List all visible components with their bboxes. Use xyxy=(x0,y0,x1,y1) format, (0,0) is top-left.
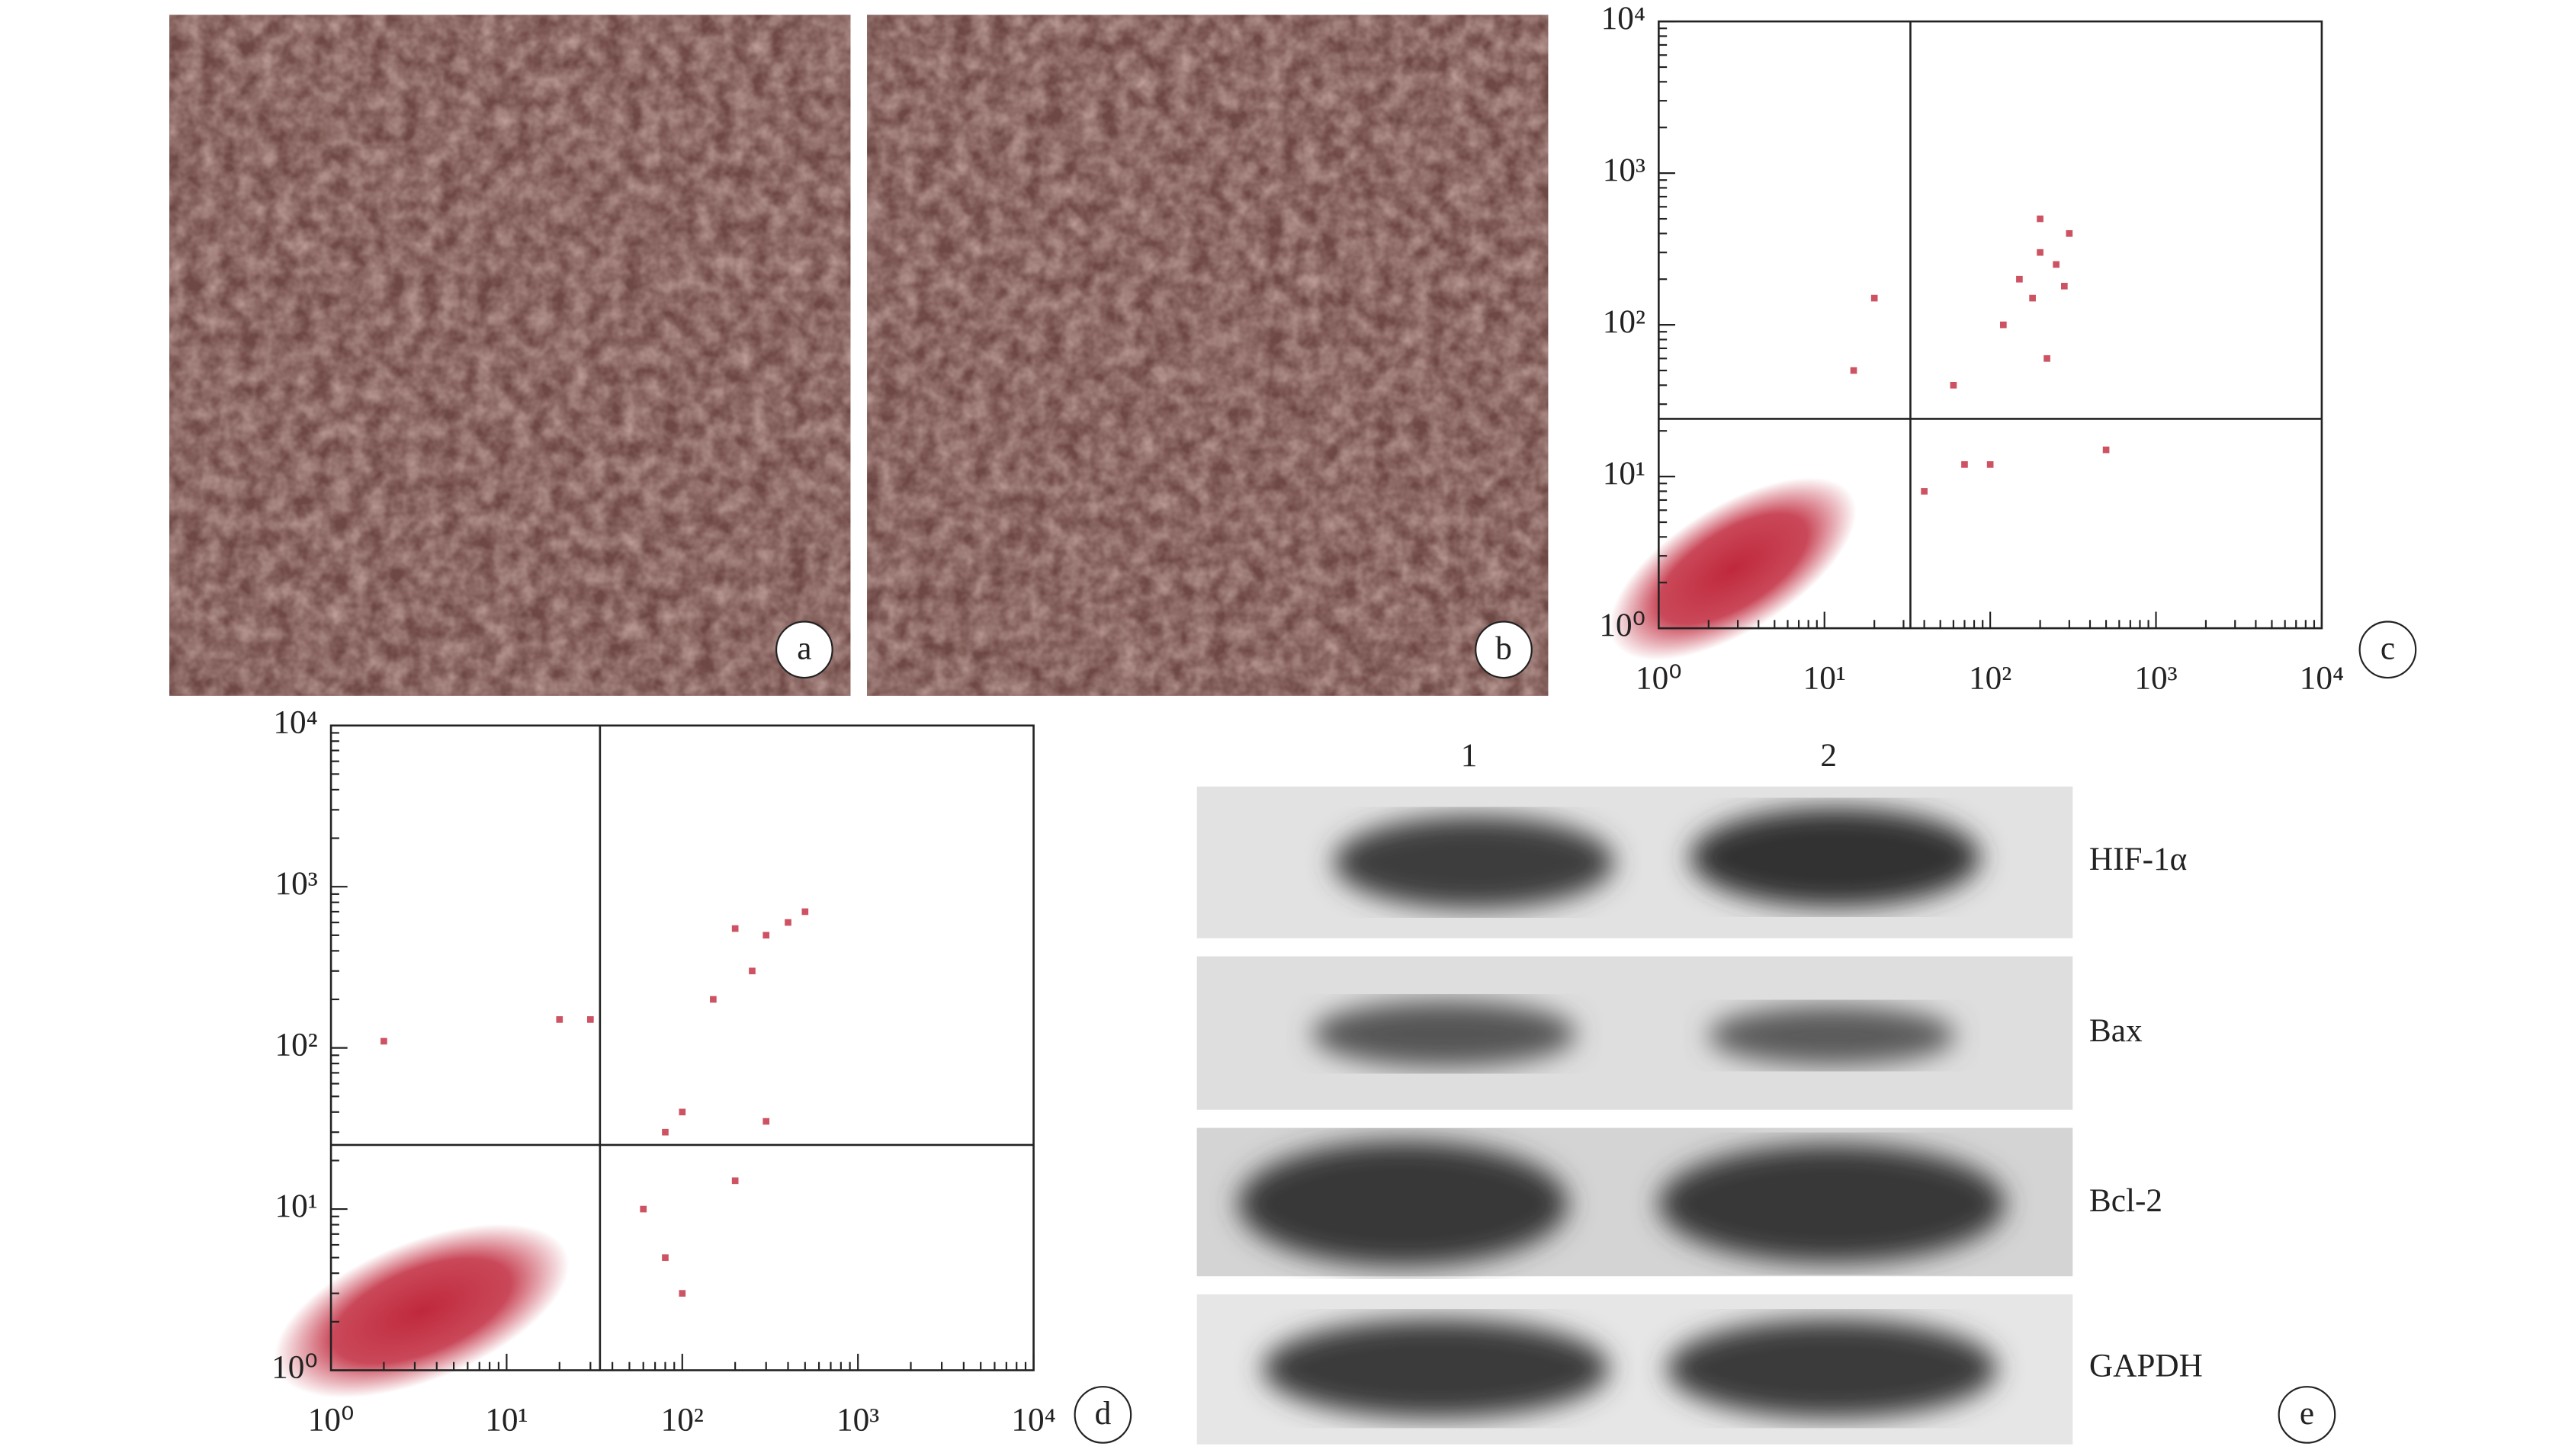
panel-label-circle xyxy=(2358,621,2417,679)
x-tick-label: 10² xyxy=(1969,659,2011,696)
event-point xyxy=(731,1177,739,1185)
event-point xyxy=(2043,354,2050,362)
x-tick-label: 10⁰ xyxy=(308,1402,355,1438)
panel-label: a xyxy=(797,630,811,666)
y-tick-label: 10⁰ xyxy=(271,1349,318,1385)
x-tick-label: 10³ xyxy=(836,1402,879,1438)
panel-label-circle xyxy=(2278,1386,2336,1444)
event-point xyxy=(2037,215,2043,223)
event-point xyxy=(587,1016,594,1023)
y-tick-label: 10¹ xyxy=(275,1188,318,1224)
x-tick-label: 10² xyxy=(661,1402,704,1438)
event-point xyxy=(1921,488,1928,495)
event-point xyxy=(2016,275,2023,283)
event-point xyxy=(640,1205,647,1213)
panel-label-circle xyxy=(1074,1386,1132,1444)
event-point xyxy=(679,1108,686,1116)
y-tick-label: 10² xyxy=(1603,303,1645,340)
x-tick-label: 10⁴ xyxy=(1011,1402,1055,1438)
micrograph-a xyxy=(169,14,851,696)
western-blot xyxy=(1196,786,2073,1445)
event-point xyxy=(2053,261,2060,268)
panel-label: c xyxy=(2381,630,2395,666)
x-tick-label: 10⁴ xyxy=(2300,659,2344,696)
event-point xyxy=(1850,367,1857,374)
lane-label: 1 xyxy=(1461,737,1478,774)
event-point xyxy=(785,919,791,926)
lane-label: 2 xyxy=(1820,737,1837,774)
y-tick-label: 10⁴ xyxy=(273,704,317,741)
protein-label: HIF-1α xyxy=(2089,841,2187,877)
y-tick-label: 10⁰ xyxy=(1599,607,1645,643)
event-point xyxy=(662,1254,669,1262)
event-point xyxy=(749,967,756,975)
event-point xyxy=(1950,381,1957,389)
x-tick-label: 10³ xyxy=(2134,659,2177,696)
y-tick-label: 10² xyxy=(275,1027,318,1063)
y-tick-label: 10⁴ xyxy=(1601,0,1645,37)
event-point xyxy=(2102,446,2110,454)
x-tick-label: 10¹ xyxy=(1803,659,1846,696)
event-point xyxy=(556,1016,563,1023)
event-point xyxy=(762,1118,770,1125)
panel-label-circle xyxy=(775,621,833,679)
y-tick-label: 10³ xyxy=(275,865,318,902)
panel-label-circle xyxy=(1475,621,1533,679)
panel-label: e xyxy=(2300,1395,2314,1432)
x-tick-label: 10¹ xyxy=(485,1402,528,1438)
event-point xyxy=(731,925,739,932)
y-tick-label: 10¹ xyxy=(1603,455,1645,492)
panel-label: b xyxy=(1495,630,1512,666)
event-point xyxy=(801,908,809,916)
event-point xyxy=(762,932,770,939)
event-cloud xyxy=(1609,477,1857,661)
event-point xyxy=(1986,461,1994,468)
x-tick-label: 10⁰ xyxy=(1636,659,1682,696)
event-point xyxy=(380,1037,387,1045)
event-point xyxy=(2066,229,2073,237)
event-point xyxy=(2029,294,2036,302)
event-cloud xyxy=(274,1223,570,1398)
protein-label: Bax xyxy=(2089,1012,2143,1049)
event-point xyxy=(1961,461,1968,468)
event-point xyxy=(710,996,717,1003)
panel-label: d xyxy=(1095,1395,1112,1432)
event-point xyxy=(2037,249,2043,256)
event-point xyxy=(662,1128,669,1136)
event-point xyxy=(2061,283,2068,290)
event-point xyxy=(679,1290,686,1297)
protein-label: Bcl-2 xyxy=(2089,1182,2162,1219)
micrograph-b xyxy=(867,14,1549,696)
event-point xyxy=(2000,321,2007,329)
protein-label: GAPDH xyxy=(2089,1347,2203,1384)
y-tick-label: 10³ xyxy=(1603,152,1645,188)
event-point xyxy=(1870,294,1878,302)
